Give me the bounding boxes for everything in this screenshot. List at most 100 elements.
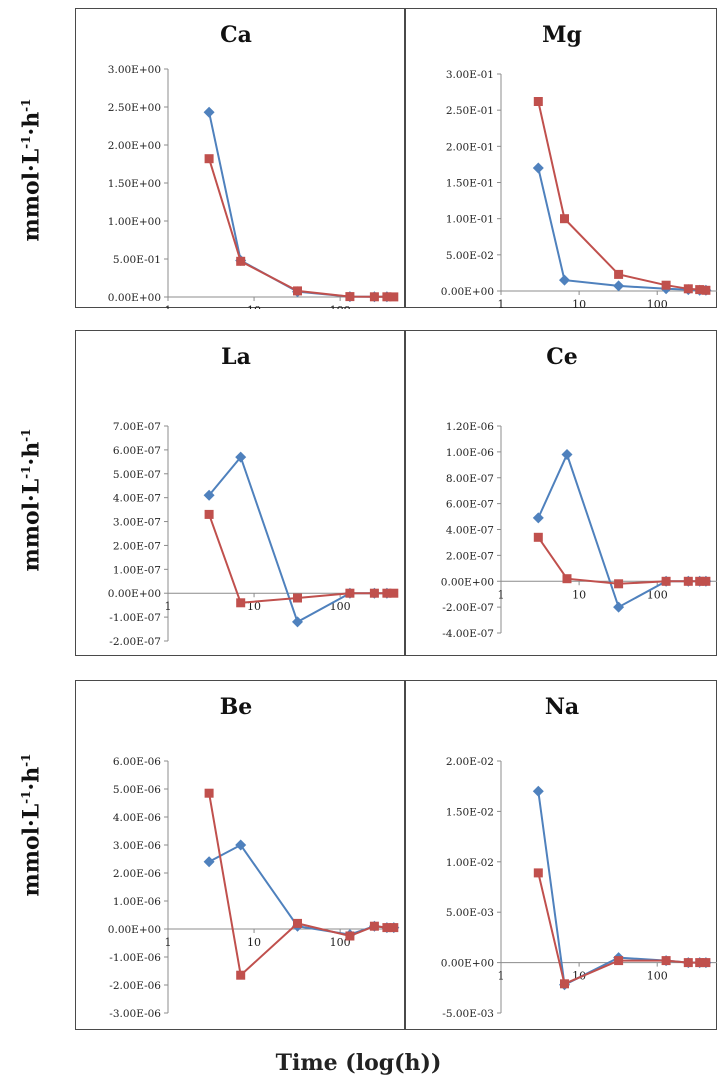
chart-la: La -2.00E-07 -1.00E-07 0.00E+00 1.00E-07 2.00… bbox=[75, 330, 405, 656]
y-tick-label: 1.00E-01 bbox=[446, 214, 494, 226]
y-tick-label: 3.00E-07 bbox=[113, 517, 161, 529]
y-tick-label: 0.00E+00 bbox=[108, 588, 161, 600]
series-1-marker bbox=[532, 512, 544, 524]
y-tick-label: 2.00E-07 bbox=[113, 540, 161, 552]
y-tick-label: -2.00E-07 bbox=[109, 636, 161, 648]
y-tick-label: 5.00E-06 bbox=[113, 784, 161, 796]
x-tick-label: 10 bbox=[247, 600, 261, 613]
y-tick-label: 0.00E+00 bbox=[441, 286, 494, 298]
series-2-marker bbox=[236, 598, 246, 608]
y-tick-label: -3.00E-06 bbox=[109, 1008, 161, 1020]
x-tick-label: 100 bbox=[647, 298, 668, 309]
series-2-line bbox=[208, 158, 394, 298]
y-tick-label: 0.00E+00 bbox=[108, 292, 161, 304]
x-tick-label: 1 bbox=[498, 298, 505, 309]
chart-title-be: Be bbox=[220, 694, 253, 720]
series-2-marker bbox=[614, 956, 624, 966]
series-2-marker bbox=[695, 576, 705, 586]
chart-svg-ce: Ce -4.00E-07 -2.00E-07 0.00E+00 2.00E-07 4.00… bbox=[441, 344, 717, 640]
y-tick-label: 6.00E-07 bbox=[113, 445, 161, 457]
series-1-marker bbox=[235, 451, 247, 463]
series-2-marker bbox=[204, 509, 214, 519]
series-2-marker bbox=[683, 284, 693, 294]
y-tick-label: 2.50E-01 bbox=[446, 105, 494, 117]
series-2-marker bbox=[293, 286, 302, 296]
y-tick-label: 4.00E-06 bbox=[113, 812, 161, 824]
series-2-marker bbox=[293, 918, 302, 928]
y-tick-label: 1.50E+00 bbox=[108, 178, 161, 190]
series-2-marker bbox=[701, 958, 711, 968]
y-tick-label: 4.00E-07 bbox=[113, 493, 161, 505]
y-tick-label: -4.00E-07 bbox=[442, 628, 494, 640]
chart-title-la: La bbox=[221, 344, 251, 370]
series-2-marker bbox=[695, 958, 705, 968]
series-1-marker bbox=[203, 856, 215, 868]
series-2-marker bbox=[533, 868, 543, 878]
series-2-marker bbox=[661, 576, 671, 586]
series-2-marker bbox=[345, 588, 355, 598]
series-2-line bbox=[537, 872, 706, 986]
series-2-marker bbox=[236, 970, 246, 980]
chart-title-ca: Ca bbox=[220, 22, 252, 48]
series-1-marker bbox=[203, 106, 215, 118]
series-1-marker bbox=[532, 162, 544, 174]
y-tick-label: 7.00E-07 bbox=[113, 421, 161, 433]
y-tick-label: 2.00E-02 bbox=[446, 756, 494, 768]
y-tick-label: 5.00E-02 bbox=[446, 250, 494, 262]
x-tick-label: 10 bbox=[247, 304, 261, 309]
chart-svg-na: Na -5.00E-03 0.00E+00 5.00E-03 1.00E-02 1.50E… bbox=[441, 694, 717, 1020]
x-tick-label: 100 bbox=[330, 600, 351, 613]
series-2-marker bbox=[389, 923, 399, 933]
y-tick-label: 6.00E-06 bbox=[113, 756, 161, 768]
series-2-marker bbox=[204, 154, 214, 164]
series-2-marker bbox=[614, 579, 624, 589]
series-2-marker bbox=[661, 280, 671, 290]
x-tick-label: 100 bbox=[330, 936, 351, 949]
series-1-marker bbox=[559, 274, 570, 286]
y-tick-label: 3.00E+00 bbox=[108, 64, 161, 76]
series-2-marker bbox=[204, 788, 214, 798]
chart-svg-be: Be -3.00E-06 -2.00E-06 -1.00E-06 0.00E+00 1.0… bbox=[108, 694, 400, 1020]
y-tick-label: -1.00E-07 bbox=[109, 612, 161, 624]
x-tick-label: 10 bbox=[247, 936, 261, 949]
chart-title-mg: Mg bbox=[542, 22, 582, 48]
chart-title-na: Na bbox=[545, 694, 579, 720]
series-2-marker bbox=[382, 292, 392, 302]
series-1-marker bbox=[532, 785, 544, 797]
y-tick-label: 0.00E+00 bbox=[108, 924, 161, 936]
x-tick-label: 100 bbox=[330, 304, 351, 309]
series-2-marker bbox=[562, 574, 572, 584]
x-tick-label: 10 bbox=[572, 298, 586, 309]
chart-svg-la: La -2.00E-07 -1.00E-07 0.00E+00 1.00E-07 2.00… bbox=[108, 344, 399, 648]
series-2-marker bbox=[369, 292, 379, 302]
x-tick-label: 100 bbox=[647, 970, 668, 983]
series-2-line bbox=[537, 101, 707, 292]
series-2-marker bbox=[345, 931, 355, 941]
series-1-marker bbox=[561, 449, 573, 460]
y-tick-label: 0.00E+00 bbox=[441, 576, 494, 588]
y-tick-label: 1.00E-07 bbox=[113, 564, 161, 576]
y-tick-label: 2.00E+00 bbox=[108, 140, 161, 152]
series-1-marker bbox=[203, 489, 215, 501]
chart-title-ce: Ce bbox=[546, 344, 578, 370]
chart-ca: Ca 0.00E+00 5.00E-01 1.00E+00 1.50E+00 2.00E+… bbox=[75, 8, 405, 309]
y-tick-label: 5.00E-01 bbox=[113, 254, 161, 266]
chart-svg-mg: Mg 0.00E+00 5.00E-02 1.00E-01 1.50E-01 2.00E-… bbox=[441, 22, 717, 309]
series-2-marker bbox=[345, 292, 355, 302]
series-2-line bbox=[208, 793, 394, 978]
x-tick-label: 1 bbox=[165, 304, 172, 309]
chart-ce: Ce -4.00E-07 -2.00E-07 0.00E+00 2.00E-07 4.00… bbox=[405, 330, 717, 656]
chart-na: Na -5.00E-03 0.00E+00 5.00E-03 1.00E-02 1.50E… bbox=[405, 680, 717, 1030]
y-tick-label: 2.00E-01 bbox=[446, 141, 494, 153]
y-tick-label: -2.00E-07 bbox=[442, 602, 494, 614]
series-2-marker bbox=[389, 588, 399, 598]
y-tick-label: 5.00E-03 bbox=[446, 907, 494, 919]
series-2-marker bbox=[369, 921, 379, 931]
series-2-marker bbox=[661, 956, 671, 966]
series-2-marker bbox=[701, 285, 711, 295]
y-tick-label: 2.50E+00 bbox=[108, 102, 161, 114]
y-tick-label: -5.00E-03 bbox=[442, 1008, 494, 1020]
chart-be: Be -3.00E-06 -2.00E-06 -1.00E-06 0.00E+00 1.0… bbox=[75, 680, 405, 1030]
y-tick-label: 5.00E-07 bbox=[113, 469, 161, 481]
